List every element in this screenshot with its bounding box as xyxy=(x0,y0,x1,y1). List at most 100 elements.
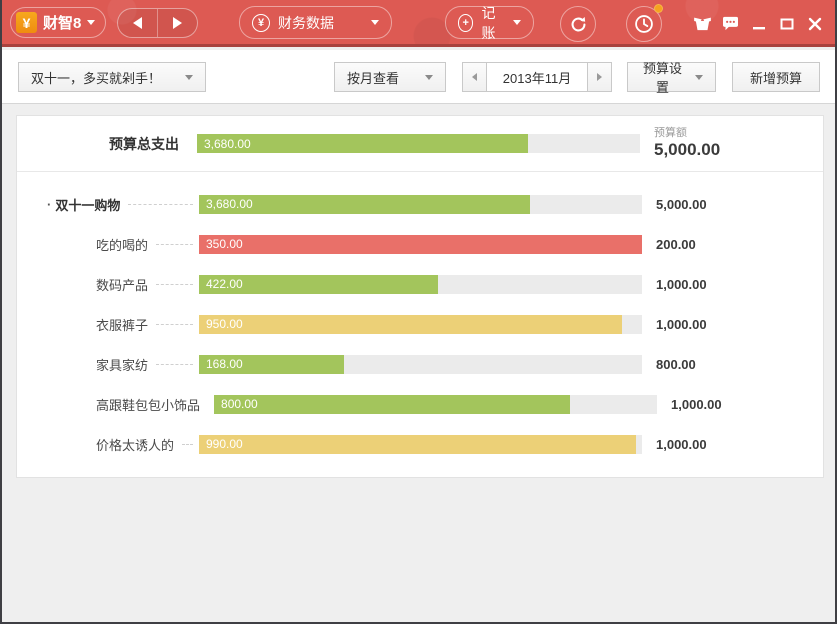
new-budget-label: 新增预算 xyxy=(749,70,802,86)
budget-row[interactable]: 价格太诱人的 990.00 1,000.00 xyxy=(17,424,823,464)
leader-line xyxy=(156,243,193,245)
total-bar-track: 3,680.00 xyxy=(197,134,640,153)
category-label: 双十一购物 xyxy=(55,197,121,213)
view-mode-dropdown[interactable]: 按月查看 xyxy=(334,62,446,92)
minimize-button[interactable] xyxy=(750,15,767,32)
spent-bar: 350.00 xyxy=(199,234,642,254)
budget-toolbar: 双十一，多买就剁手！ 按月查看 2013年11月 预算设置 新增预算 xyxy=(2,50,835,104)
bar-track: 168.00 xyxy=(199,354,642,374)
gift-icon xyxy=(694,17,711,31)
budget-value: 5,000.00 xyxy=(656,196,707,212)
spent-bar: 800.00 xyxy=(214,394,571,414)
budget-value: 1,000.00 xyxy=(671,396,722,412)
category-label: 家具家纺 xyxy=(96,357,149,373)
refresh-button[interactable] xyxy=(560,6,596,42)
back-arrow-icon xyxy=(133,17,142,29)
spent-bar: 422.00 xyxy=(199,274,439,294)
total-label: 预算总支出 xyxy=(109,135,179,152)
bar-track: 990.00 xyxy=(199,434,642,454)
category-label: 数码产品 xyxy=(96,277,149,293)
spent-value: 3,680.00 xyxy=(206,197,253,211)
bar-track: 950.00 xyxy=(199,314,642,334)
maximize-button[interactable] xyxy=(778,15,795,32)
budget-value: 800.00 xyxy=(656,356,696,372)
budget-row[interactable]: 家具家纺 168.00 800.00 xyxy=(17,344,823,384)
right-arrow-icon xyxy=(597,73,602,81)
bookkeeping-label: 记账 xyxy=(481,4,496,41)
close-button[interactable] xyxy=(806,15,823,32)
total-bar: 3,680.00 xyxy=(197,134,528,153)
add-record-icon: + xyxy=(458,13,474,32)
budget-value: 1,000.00 xyxy=(656,316,707,332)
chevron-down-icon xyxy=(513,20,521,25)
spent-value: 950.00 xyxy=(206,317,243,331)
budget-row[interactable]: 吃的喝的 350.00 200.00 xyxy=(17,224,823,264)
category-bullet: · xyxy=(47,196,52,212)
minimize-icon xyxy=(752,26,765,29)
history-clock-button[interactable] xyxy=(626,4,663,42)
finance-data-icon: ¥ xyxy=(252,13,270,32)
leader-line xyxy=(182,443,193,445)
left-arrow-icon xyxy=(472,73,477,81)
spent-value: 422.00 xyxy=(206,277,243,291)
refresh-icon xyxy=(571,16,585,31)
spent-bar: 990.00 xyxy=(199,434,636,454)
topbar: ¥ 财智8 ¥ 财务数据 + 记账 xyxy=(2,0,835,47)
period-label: 2013年11月 xyxy=(502,70,572,86)
category-label: 衣服裤子 xyxy=(96,317,149,333)
budget-settings-label: 预算设置 xyxy=(642,61,682,95)
spent-bar: 950.00 xyxy=(199,314,623,334)
history-nav xyxy=(117,8,198,38)
feedback-button[interactable] xyxy=(722,15,739,32)
category-label: 高跟鞋包包小饰品 xyxy=(96,397,201,413)
spent-value: 800.00 xyxy=(221,397,258,411)
budget-value: 1,000.00 xyxy=(656,436,707,452)
budget-caption: 预算额 xyxy=(654,127,687,139)
budget-select-dropdown[interactable]: 双十一，多买就剁手！ xyxy=(18,62,206,92)
category-label: 吃的喝的 xyxy=(96,237,149,253)
finance-data-menu[interactable]: ¥ 财务数据 xyxy=(239,6,392,39)
spent-value: 168.00 xyxy=(206,357,243,371)
bar-track: 3,680.00 xyxy=(199,194,642,214)
spent-bar: 168.00 xyxy=(199,354,344,374)
finance-data-label: 财务数据 xyxy=(278,14,334,31)
close-icon xyxy=(808,17,821,30)
budget-row[interactable]: 数码产品 422.00 1,000.00 xyxy=(17,264,823,304)
previous-month-button[interactable] xyxy=(462,62,487,92)
chevron-down-icon xyxy=(87,20,96,25)
budget-value: 1,000.00 xyxy=(656,276,707,292)
budget-row[interactable]: 高跟鞋包包小饰品 800.00 1,000.00 xyxy=(17,384,823,424)
total-budget: 预算额 5,000.00 xyxy=(640,127,821,160)
app-logo-menu[interactable]: ¥ 财智8 xyxy=(10,7,107,38)
budget-row[interactable]: 衣服裤子 950.00 1,000.00 xyxy=(17,304,823,344)
notification-badge xyxy=(654,4,663,13)
chevron-down-icon xyxy=(371,20,379,25)
category-label: 价格太诱人的 xyxy=(96,437,175,453)
spent-value: 990.00 xyxy=(206,437,243,451)
period-display[interactable]: 2013年11月 xyxy=(486,62,588,92)
leader-line xyxy=(156,323,193,325)
bar-track: 422.00 xyxy=(199,274,642,294)
gift-button[interactable] xyxy=(694,15,711,32)
spent-bar: 3,680.00 xyxy=(199,194,530,214)
budget-row[interactable]: · 双十一购物 3,680.00 5,000.00 xyxy=(17,184,823,224)
next-month-button[interactable] xyxy=(587,62,612,92)
total-row: 预算总支出 3,680.00 预算额 5,000.00 xyxy=(17,116,823,172)
leader-line xyxy=(156,363,193,365)
leader-line xyxy=(128,203,193,205)
window-controls xyxy=(694,15,823,32)
chat-bubble-icon xyxy=(723,16,738,31)
budget-value: 200.00 xyxy=(656,236,696,252)
new-budget-button[interactable]: 新增预算 xyxy=(732,62,820,92)
bar-track: 350.00 xyxy=(199,234,642,254)
leader-line xyxy=(156,283,193,285)
spent-value: 350.00 xyxy=(206,237,243,251)
yuan-logo-icon: ¥ xyxy=(16,12,37,33)
budget-settings-dropdown[interactable]: 预算设置 xyxy=(627,61,716,95)
clock-icon xyxy=(635,15,653,33)
forward-button[interactable] xyxy=(157,9,197,37)
total-budget-value: 5,000.00 xyxy=(654,140,721,159)
back-button[interactable] xyxy=(118,9,157,37)
bookkeeping-menu[interactable]: + 记账 xyxy=(445,5,534,41)
